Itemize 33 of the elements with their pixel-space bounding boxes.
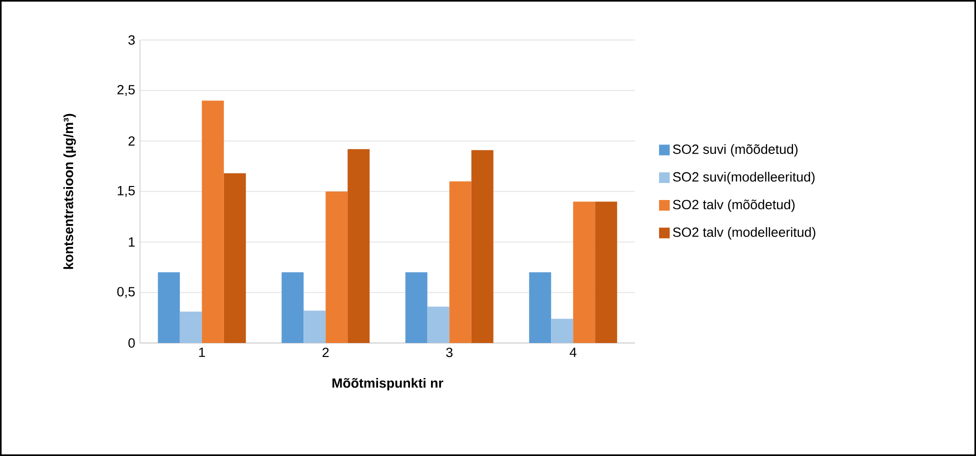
bar (180, 312, 202, 343)
y-axis-title: kontsentratsioon (µg/m³) (63, 114, 76, 269)
bar (158, 272, 180, 343)
x-tick-label: 3 (446, 348, 453, 358)
legend-label: SO2 talv (mõõdetud) (672, 199, 795, 212)
bar (471, 150, 494, 343)
x-axis-title: Mõõtmispunkti nr (332, 378, 444, 390)
y-tick-label: 0 (128, 338, 135, 348)
bar (326, 191, 348, 343)
y-tick-label: 2,5 (117, 84, 135, 96)
legend-label: SO2 suvi(modelleeritud) (672, 172, 815, 184)
legend-label: SO2 talv (modelleeritud) (672, 227, 816, 240)
bar (405, 272, 428, 343)
bar (449, 181, 472, 343)
y-tick-label: 2 (128, 136, 135, 146)
x-tick-label: 1 (199, 348, 205, 357)
bar (551, 318, 574, 343)
y-tick-label: 1 (128, 237, 135, 247)
bar (202, 100, 224, 343)
y-tick-label: 1,5 (118, 186, 135, 197)
bar (224, 173, 246, 343)
bar (304, 310, 326, 343)
x-tick-label: 4 (570, 348, 576, 357)
bar (427, 306, 450, 343)
legend-label: SO2 suvi (mõõdetud) (672, 144, 798, 157)
y-tick-label: 0,5 (117, 286, 135, 298)
bar (573, 202, 596, 343)
x-tick-label: 2 (322, 348, 329, 358)
bar (348, 149, 370, 343)
y-tick-label: 3 (128, 35, 135, 45)
bar (282, 272, 304, 343)
bar (595, 202, 618, 343)
bar (529, 272, 552, 343)
